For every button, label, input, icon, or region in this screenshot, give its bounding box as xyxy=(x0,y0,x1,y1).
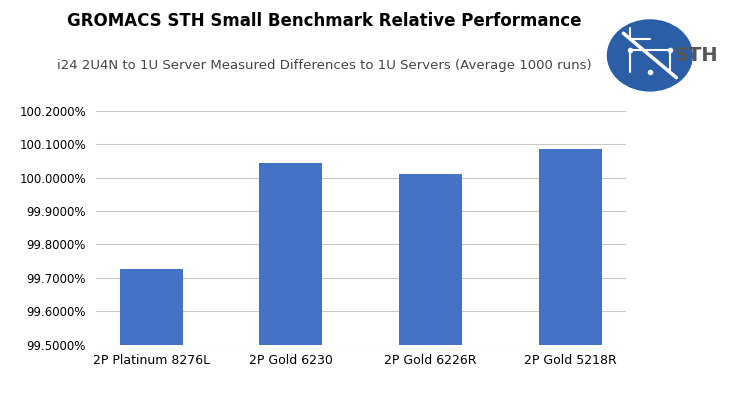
Text: i24 2U4N to 1U Server Measured Differences to 1U Servers (Average 1000 runs): i24 2U4N to 1U Server Measured Differenc… xyxy=(57,59,591,72)
Text: STH: STH xyxy=(674,46,718,65)
Bar xyxy=(120,269,183,396)
Bar xyxy=(259,163,322,396)
Bar xyxy=(539,149,601,396)
Bar xyxy=(399,174,462,396)
Text: GROMACS STH Small Benchmark Relative Performance: GROMACS STH Small Benchmark Relative Per… xyxy=(66,12,581,30)
Circle shape xyxy=(607,20,693,91)
